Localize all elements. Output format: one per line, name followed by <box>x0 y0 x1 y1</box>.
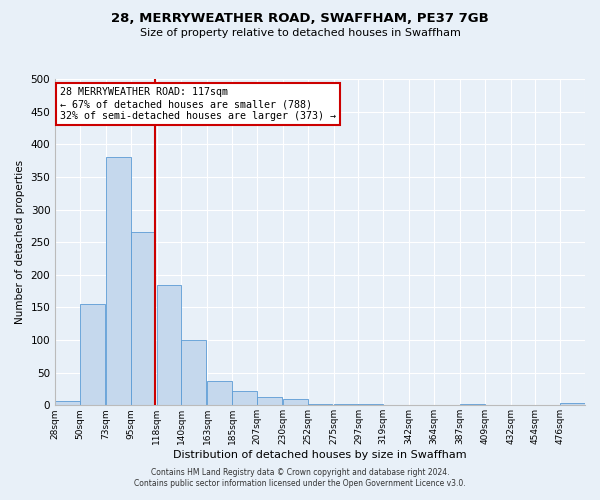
Bar <box>358 404 383 406</box>
Bar <box>232 391 257 406</box>
Bar <box>283 399 308 406</box>
Bar <box>560 404 585 406</box>
Bar <box>131 232 155 406</box>
Y-axis label: Number of detached properties: Number of detached properties <box>15 160 25 324</box>
Bar <box>106 158 131 406</box>
Bar <box>157 284 181 406</box>
Bar <box>308 404 332 406</box>
Text: 28 MERRYWEATHER ROAD: 117sqm
← 67% of detached houses are smaller (788)
32% of s: 28 MERRYWEATHER ROAD: 117sqm ← 67% of de… <box>59 88 335 120</box>
Bar <box>80 304 105 406</box>
Text: 28, MERRYWEATHER ROAD, SWAFFHAM, PE37 7GB: 28, MERRYWEATHER ROAD, SWAFFHAM, PE37 7G… <box>111 12 489 26</box>
Bar <box>334 404 358 406</box>
Bar <box>181 340 206 406</box>
Bar <box>257 397 282 406</box>
Text: Contains HM Land Registry data © Crown copyright and database right 2024.
Contai: Contains HM Land Registry data © Crown c… <box>134 468 466 487</box>
Bar <box>460 404 485 406</box>
Bar <box>55 402 80 406</box>
Bar <box>208 381 232 406</box>
X-axis label: Distribution of detached houses by size in Swaffham: Distribution of detached houses by size … <box>173 450 467 460</box>
Text: Size of property relative to detached houses in Swaffham: Size of property relative to detached ho… <box>140 28 460 38</box>
